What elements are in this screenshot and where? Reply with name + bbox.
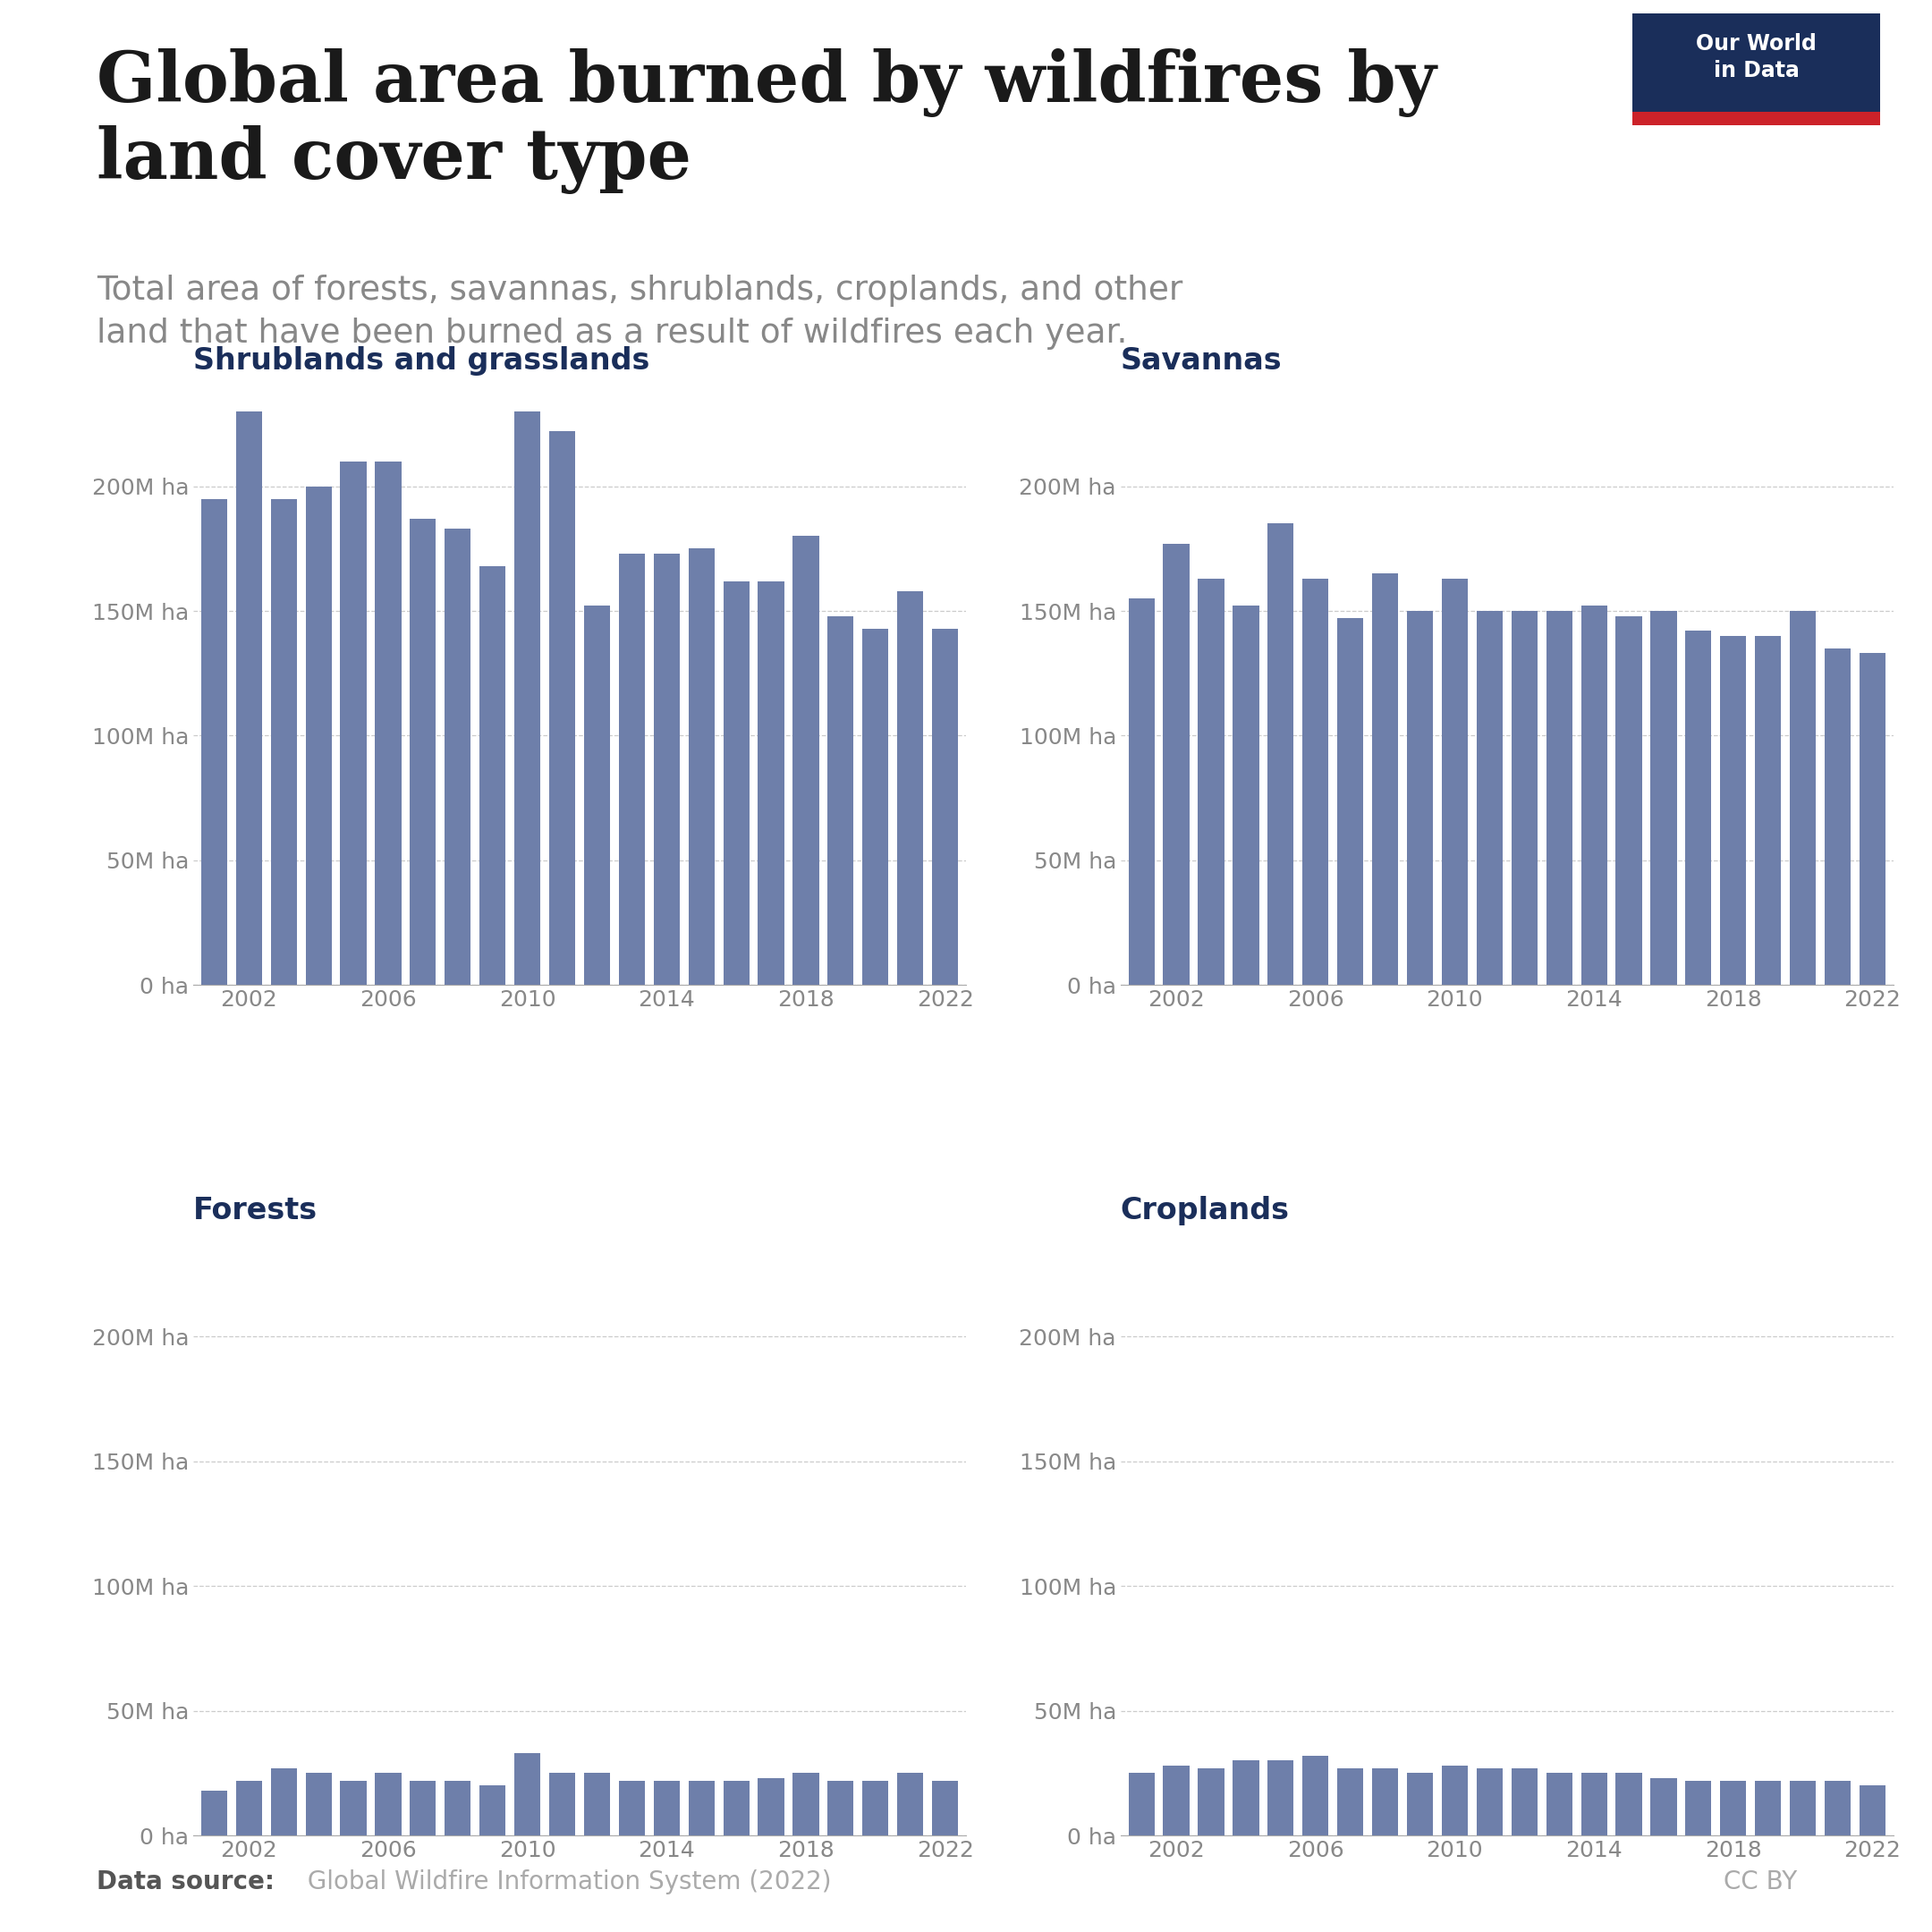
Bar bbox=[583, 1774, 611, 1835]
Bar bbox=[375, 462, 402, 985]
Bar bbox=[1719, 636, 1747, 985]
Bar bbox=[1580, 607, 1607, 985]
Bar bbox=[1406, 1774, 1434, 1835]
Bar bbox=[1441, 578, 1468, 985]
Bar bbox=[583, 607, 611, 985]
Bar bbox=[1476, 1768, 1503, 1835]
Bar bbox=[340, 462, 367, 985]
Bar bbox=[549, 431, 576, 985]
Bar bbox=[1302, 578, 1329, 985]
Bar bbox=[1511, 611, 1538, 985]
Bar bbox=[479, 566, 506, 985]
Bar bbox=[688, 549, 715, 985]
Bar bbox=[653, 1781, 680, 1835]
Bar bbox=[410, 518, 437, 985]
Bar bbox=[270, 498, 298, 985]
Bar bbox=[1406, 611, 1434, 985]
Bar bbox=[1441, 1766, 1468, 1835]
Bar bbox=[792, 1774, 819, 1835]
Bar bbox=[1198, 578, 1225, 985]
Bar bbox=[1859, 1785, 1886, 1835]
Text: Forests: Forests bbox=[193, 1196, 317, 1225]
Bar bbox=[1233, 1760, 1260, 1835]
Bar bbox=[305, 487, 332, 985]
Bar bbox=[1163, 543, 1190, 985]
Bar bbox=[236, 412, 263, 985]
Bar bbox=[305, 1774, 332, 1835]
Bar bbox=[1233, 607, 1260, 985]
Text: Data source:: Data source: bbox=[97, 1870, 274, 1893]
Text: Global area burned by wildfires by
land cover type: Global area burned by wildfires by land … bbox=[97, 48, 1435, 193]
Bar bbox=[514, 1752, 541, 1835]
Bar bbox=[1267, 524, 1294, 985]
Bar bbox=[1719, 1781, 1747, 1835]
Bar bbox=[1615, 1774, 1642, 1835]
Bar bbox=[410, 1781, 437, 1835]
Bar bbox=[862, 1781, 889, 1835]
Text: Croplands: Croplands bbox=[1121, 1196, 1291, 1225]
Bar bbox=[1754, 1781, 1781, 1835]
Bar bbox=[1859, 653, 1886, 985]
Bar bbox=[931, 628, 958, 985]
Bar bbox=[1824, 649, 1851, 985]
Bar bbox=[1546, 1774, 1573, 1835]
Bar bbox=[1302, 1756, 1329, 1835]
Bar bbox=[549, 1774, 576, 1835]
Bar bbox=[653, 554, 680, 985]
Bar bbox=[757, 1777, 784, 1835]
Bar bbox=[1685, 632, 1712, 985]
Bar bbox=[270, 1768, 298, 1835]
Bar bbox=[444, 1781, 471, 1835]
Bar bbox=[1163, 1766, 1190, 1835]
Bar bbox=[723, 1781, 750, 1835]
Bar bbox=[1128, 599, 1155, 985]
Bar bbox=[1337, 618, 1364, 985]
Bar bbox=[375, 1774, 402, 1835]
Bar bbox=[1650, 611, 1677, 985]
Text: Shrublands and grasslands: Shrublands and grasslands bbox=[193, 346, 649, 375]
Bar bbox=[201, 498, 228, 985]
Text: Global Wildfire Information System (2022): Global Wildfire Information System (2022… bbox=[299, 1870, 831, 1893]
Text: CC BY: CC BY bbox=[1723, 1870, 1797, 1893]
Bar bbox=[1546, 611, 1573, 985]
Bar bbox=[757, 582, 784, 985]
Bar bbox=[236, 1781, 263, 1835]
Bar bbox=[340, 1781, 367, 1835]
Bar bbox=[1128, 1774, 1155, 1835]
Bar bbox=[827, 1781, 854, 1835]
Bar bbox=[1824, 1781, 1851, 1835]
Bar bbox=[1198, 1768, 1225, 1835]
Bar bbox=[1511, 1768, 1538, 1835]
Bar bbox=[1372, 574, 1399, 985]
Bar bbox=[1580, 1774, 1607, 1835]
Text: Our World
in Data: Our World in Data bbox=[1696, 33, 1816, 81]
Bar bbox=[1685, 1781, 1712, 1835]
Bar bbox=[792, 535, 819, 985]
Bar bbox=[827, 616, 854, 985]
Text: Total area of forests, savannas, shrublands, croplands, and other
land that have: Total area of forests, savannas, shrubla… bbox=[97, 274, 1182, 350]
Bar bbox=[1789, 1781, 1816, 1835]
Bar bbox=[1615, 616, 1642, 985]
Bar bbox=[514, 412, 541, 985]
Bar bbox=[896, 1774, 923, 1835]
Bar bbox=[201, 1791, 228, 1835]
Bar bbox=[862, 628, 889, 985]
Bar bbox=[1476, 611, 1503, 985]
Bar bbox=[479, 1785, 506, 1835]
Bar bbox=[1754, 636, 1781, 985]
Bar bbox=[688, 1781, 715, 1835]
Bar bbox=[1372, 1768, 1399, 1835]
Bar bbox=[1267, 1760, 1294, 1835]
Bar bbox=[723, 582, 750, 985]
Bar bbox=[618, 1781, 645, 1835]
Bar bbox=[444, 529, 471, 985]
Bar bbox=[931, 1781, 958, 1835]
Text: Savannas: Savannas bbox=[1121, 346, 1283, 375]
Bar bbox=[896, 591, 923, 985]
Bar bbox=[1789, 611, 1816, 985]
Bar bbox=[618, 554, 645, 985]
Bar bbox=[1650, 1777, 1677, 1835]
Bar bbox=[1337, 1768, 1364, 1835]
